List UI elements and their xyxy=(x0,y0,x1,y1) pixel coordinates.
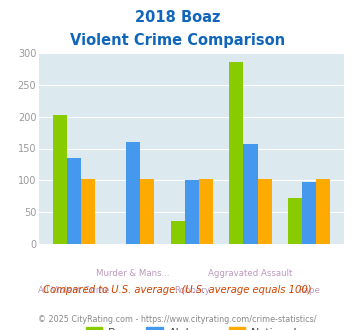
Bar xyxy=(81,179,95,244)
Text: Violent Crime Comparison: Violent Crime Comparison xyxy=(70,33,285,48)
Bar xyxy=(302,182,316,244)
Bar xyxy=(316,179,331,244)
Bar xyxy=(185,181,199,244)
Bar xyxy=(53,115,67,244)
Bar xyxy=(126,142,140,244)
Text: © 2025 CityRating.com - https://www.cityrating.com/crime-statistics/: © 2025 CityRating.com - https://www.city… xyxy=(38,315,317,324)
Bar xyxy=(258,179,272,244)
Bar xyxy=(140,179,154,244)
Text: Murder & Mans...: Murder & Mans... xyxy=(96,269,170,278)
Bar xyxy=(244,144,258,244)
Text: Robbery: Robbery xyxy=(174,286,210,295)
Text: Compared to U.S. average. (U.S. average equals 100): Compared to U.S. average. (U.S. average … xyxy=(43,285,312,295)
Bar xyxy=(229,62,244,244)
Bar xyxy=(199,179,213,244)
Bar xyxy=(67,158,81,244)
Text: Aggravated Assault: Aggravated Assault xyxy=(208,269,293,278)
Bar xyxy=(170,220,185,244)
Text: All Violent Crime: All Violent Crime xyxy=(38,286,110,295)
Bar xyxy=(288,198,302,244)
Text: Rape: Rape xyxy=(298,286,320,295)
Text: 2018 Boaz: 2018 Boaz xyxy=(135,10,220,25)
Legend: Boaz, Alabama, National: Boaz, Alabama, National xyxy=(81,322,302,330)
